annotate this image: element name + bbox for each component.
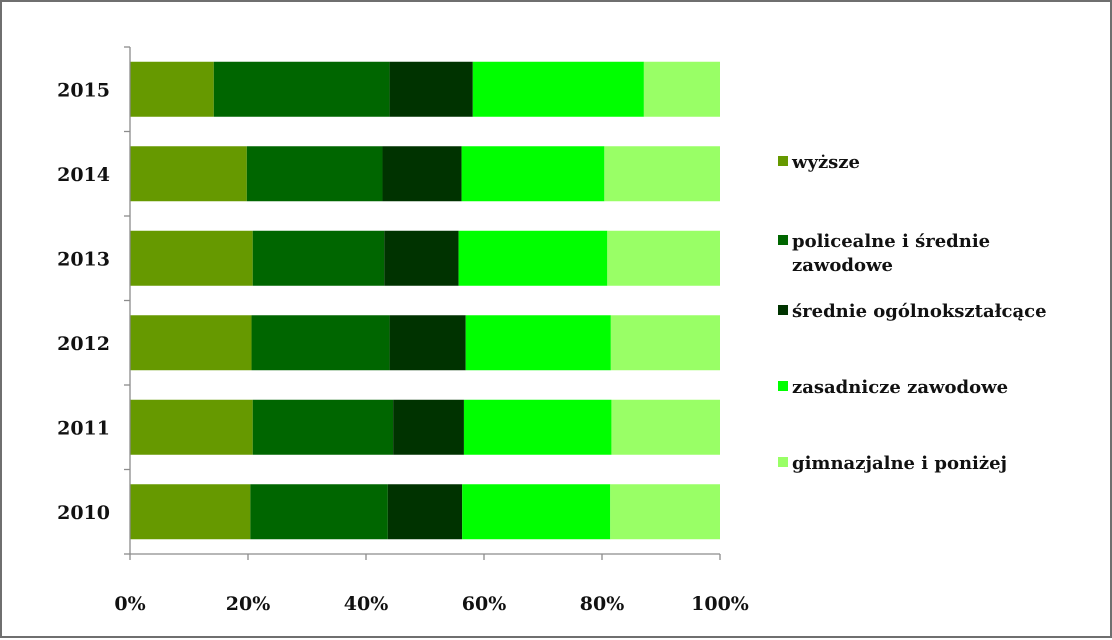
bar-2015-series-1 (213, 61, 390, 117)
legend-label-4: gimnazjalne i poniżej (792, 453, 1007, 474)
category-label-2015: 2015 (57, 79, 110, 101)
bar-2014-series-4 (604, 146, 720, 202)
x-tick-label-4: 80% (580, 593, 625, 615)
bar-2014-series-2 (382, 146, 462, 202)
bar-2011-series-0 (130, 399, 253, 455)
category-label-2012: 2012 (57, 333, 110, 355)
bar-2011-series-2 (393, 399, 464, 455)
bar-2011-series-3 (463, 399, 612, 455)
legend-swatch-4 (778, 457, 788, 467)
bar-2010-series-1 (250, 484, 388, 540)
bar-2014-series-0 (130, 146, 247, 202)
bar-2015-series-3 (472, 61, 644, 117)
bar-2012-series-1 (251, 315, 390, 371)
x-tick-label-3: 60% (462, 593, 507, 615)
bar-2012-series-0 (130, 315, 252, 371)
x-tick-label-1: 20% (226, 593, 271, 615)
bar-2015-series-4 (643, 61, 720, 117)
x-tick-label-0: 0% (114, 593, 145, 615)
bar-2010-series-4 (610, 484, 720, 540)
bar-2011-series-4 (611, 399, 720, 455)
bar-2012-series-3 (465, 315, 611, 371)
legend-label-2: średnie ogólnokształcące (792, 301, 1047, 322)
bar-2013-series-4 (607, 230, 720, 286)
category-label-2014: 2014 (57, 164, 110, 186)
bar-2015-series-0 (130, 61, 214, 117)
bar-2015-series-2 (389, 61, 473, 117)
legend-swatch-0 (778, 156, 788, 166)
legend-label-0: wyższe (791, 152, 860, 173)
category-label-2011: 2011 (57, 417, 110, 439)
bar-2013-series-2 (384, 230, 459, 286)
bar-2014-series-1 (246, 146, 383, 202)
bar-2014-series-3 (461, 146, 605, 202)
bar-2013-series-0 (130, 230, 253, 286)
legend-label-1-line-1: zawodowe (792, 255, 893, 276)
legend-label-1-line-0: policealne i średnie (792, 231, 990, 252)
bar-2011-series-1 (252, 399, 394, 455)
bar-2013-series-3 (458, 230, 608, 286)
bar-2012-series-4 (610, 315, 720, 371)
bar-2010-series-2 (387, 484, 463, 540)
category-label-2013: 2013 (57, 248, 110, 270)
legend-swatch-1 (778, 235, 788, 245)
legend-label-3: zasadnicze zawodowe (792, 377, 1008, 398)
legend-swatch-2 (778, 305, 788, 315)
bar-2010-series-3 (462, 484, 611, 540)
x-tick-label-5: 100% (691, 593, 749, 615)
bar-2013-series-1 (252, 230, 385, 286)
category-label-2010: 2010 (57, 502, 110, 524)
bar-2012-series-2 (389, 315, 466, 371)
x-tick-label-2: 40% (344, 593, 389, 615)
legend-swatch-3 (778, 381, 788, 391)
bar-2010-series-0 (130, 484, 251, 540)
